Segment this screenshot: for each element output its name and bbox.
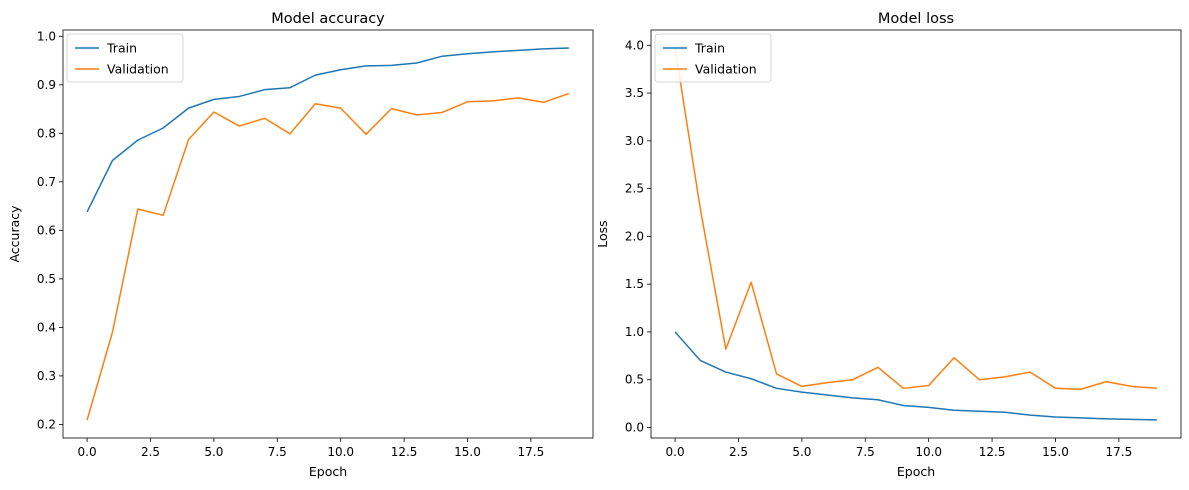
loss-chart: Model loss 0.0 2.5 5.0 7.5 10.0 12.5 15.0 17.5 0.…	[595, 11, 1182, 479]
y-tick-label: 4.0	[625, 38, 644, 52]
y-tick-label: 0.8	[37, 126, 56, 140]
accuracy-chart-title: Model accuracy	[271, 11, 385, 27]
x-tick-label: 10.0	[915, 445, 942, 459]
y-tick-label: 0.5	[625, 373, 644, 387]
y-tick-label: 2.0	[625, 229, 644, 243]
x-tick-label: 12.5	[979, 445, 1006, 459]
y-tick-label: 0.3	[37, 369, 56, 383]
y-tick-label: 3.5	[625, 86, 644, 100]
accuracy-x-axis-label: Epoch	[309, 464, 347, 479]
x-tick-label: 7.5	[856, 445, 875, 459]
accuracy-axes-frame	[62, 29, 594, 439]
legend-label-train: Train	[694, 41, 725, 56]
series-line-train	[674, 331, 1157, 421]
x-tick-label: 0.0	[666, 445, 685, 459]
loss-x-axis-label: Epoch	[897, 464, 935, 479]
legend-label-train: Train	[106, 41, 137, 56]
x-tick-label: 2.5	[141, 445, 160, 459]
accuracy-legend: Train Validation	[66, 33, 184, 83]
series-line-validation	[86, 92, 570, 421]
loss-axes-frame	[650, 29, 1182, 439]
y-tick-label: 0.0	[625, 420, 644, 434]
loss-legend: Train Validation	[654, 33, 772, 83]
loss-y-axis-label: Loss	[595, 220, 610, 247]
y-tick-label: 0.9	[37, 78, 56, 92]
legend-box	[66, 33, 184, 83]
series-line-validation	[674, 48, 1157, 391]
loss-chart-title: Model loss	[878, 11, 954, 27]
y-tick-label: 1.0	[37, 29, 56, 43]
y-tick-label: 0.5	[37, 272, 56, 286]
y-tick-label: 0.2	[37, 417, 56, 431]
x-tick-label: 17.5	[1106, 445, 1133, 459]
x-tick-label: 5.0	[792, 445, 811, 459]
legend-box	[654, 33, 772, 83]
x-tick-label: 15.0	[454, 445, 481, 459]
x-tick-label: 7.5	[268, 445, 287, 459]
y-tick-label: 1.5	[625, 277, 644, 291]
x-tick-label: 5.0	[204, 445, 223, 459]
y-tick-label: 2.5	[625, 182, 644, 196]
x-tick-label: 10.0	[327, 445, 354, 459]
y-tick-label: 3.0	[625, 134, 644, 148]
y-tick-label: 0.4	[37, 320, 56, 334]
accuracy-chart: Model accuracy 0.0 2.5 5.0 7.5 10.0 12.5 15.0 17…	[7, 11, 594, 479]
legend-label-validation: Validation	[695, 62, 757, 77]
x-tick-label: 12.5	[391, 445, 418, 459]
x-tick-label: 2.5	[729, 445, 748, 459]
accuracy-y-axis-label: Accuracy	[7, 205, 22, 263]
y-tick-label: 1.0	[625, 325, 644, 339]
legend-label-validation: Validation	[107, 62, 169, 77]
y-tick-label: 0.7	[37, 175, 56, 189]
x-tick-label: 15.0	[1042, 445, 1069, 459]
x-tick-label: 17.5	[518, 445, 545, 459]
x-tick-label: 0.0	[78, 445, 97, 459]
series-line-train	[86, 47, 569, 213]
y-tick-label: 0.6	[37, 223, 56, 237]
